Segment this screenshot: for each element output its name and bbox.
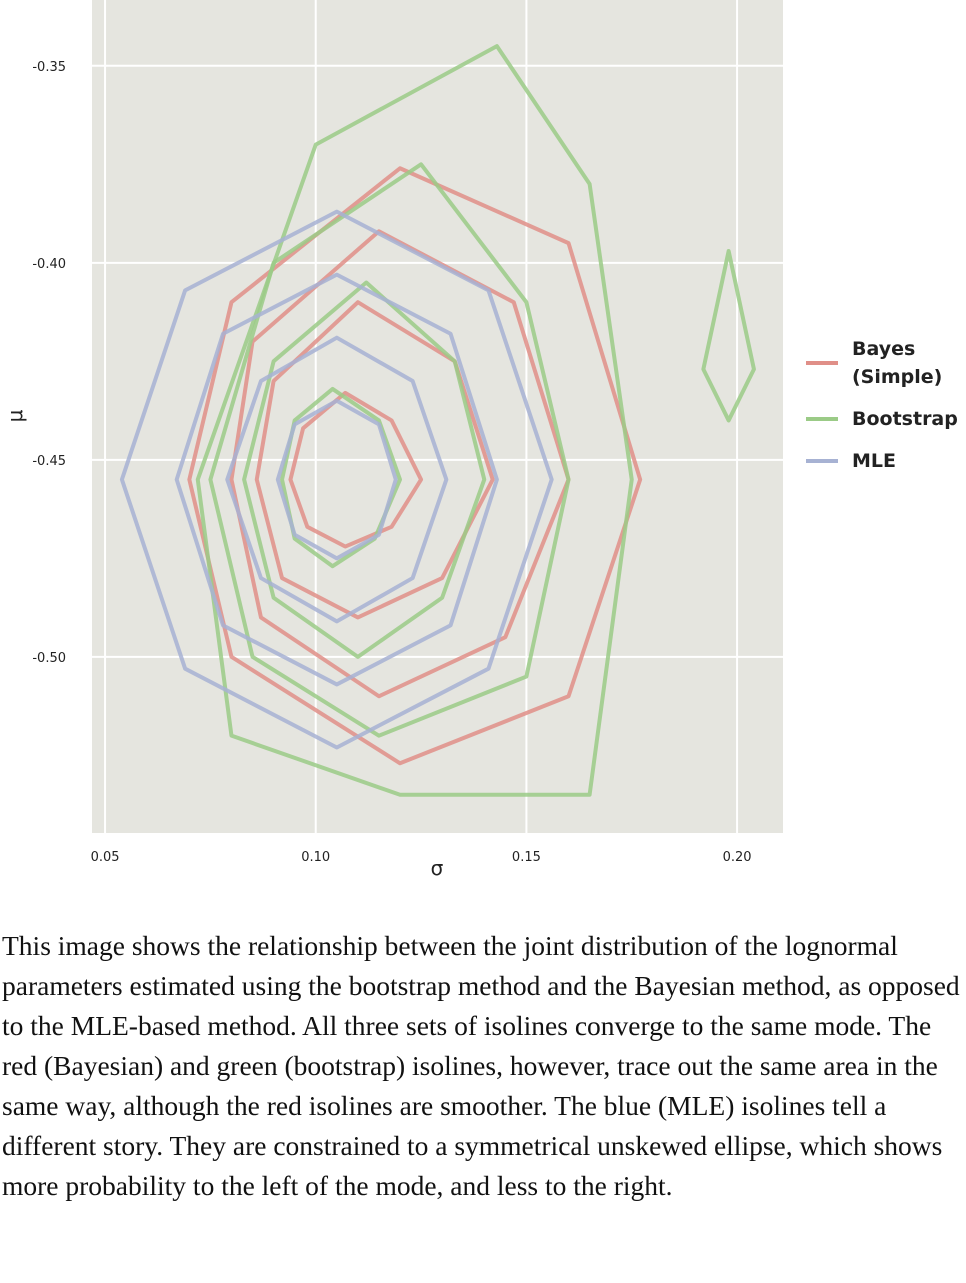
legend-label: Bayes (Simple) bbox=[852, 338, 943, 388]
isoline bbox=[174, 272, 499, 687]
isoline bbox=[275, 398, 398, 561]
legend-swatch bbox=[806, 361, 838, 365]
x-tick-label: 0.20 bbox=[723, 850, 752, 865]
isoline bbox=[119, 209, 554, 750]
isoline bbox=[254, 300, 495, 620]
y-tick-label: -0.35 bbox=[32, 60, 66, 75]
isoline bbox=[280, 386, 403, 569]
legend-item: MLE bbox=[806, 447, 962, 475]
legend: Bayes (Simple) Bootstrap MLE bbox=[806, 335, 962, 489]
chart: σ μ 0.05 0.10 0.15 0.20 -0.35 -0.40 -0.45 -0.50 bbox=[3, 0, 783, 880]
y-tick-label: -0.40 bbox=[32, 257, 66, 272]
legend-swatch bbox=[806, 459, 838, 463]
legend-swatch bbox=[806, 417, 838, 421]
x-tick-label: 0.10 bbox=[301, 850, 330, 865]
y-tick-label: -0.50 bbox=[32, 651, 66, 666]
y-axis-label: μ bbox=[3, 409, 27, 422]
legend-label: Bootstrap bbox=[852, 408, 958, 430]
isoline bbox=[701, 249, 756, 423]
x-tick-label: 0.15 bbox=[512, 850, 541, 865]
isoline bbox=[208, 162, 571, 738]
legend-item: Bayes (Simple) bbox=[806, 335, 962, 391]
isoline bbox=[187, 166, 643, 766]
isoline bbox=[195, 44, 634, 797]
caption: This image shows the relationship betwee… bbox=[2, 930, 960, 1201]
x-axis-label: σ bbox=[431, 856, 444, 880]
x-tick-label: 0.05 bbox=[91, 850, 120, 865]
legend-label: MLE bbox=[852, 450, 896, 472]
y-tick-label: -0.45 bbox=[32, 454, 66, 469]
isoline bbox=[242, 280, 487, 659]
isoline bbox=[225, 335, 449, 624]
legend-item: Bootstrap bbox=[806, 405, 962, 433]
